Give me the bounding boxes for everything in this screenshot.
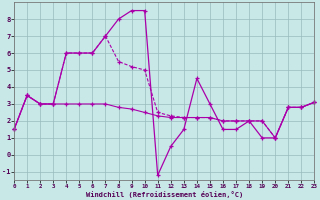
X-axis label: Windchill (Refroidissement éolien,°C): Windchill (Refroidissement éolien,°C) <box>86 191 243 198</box>
